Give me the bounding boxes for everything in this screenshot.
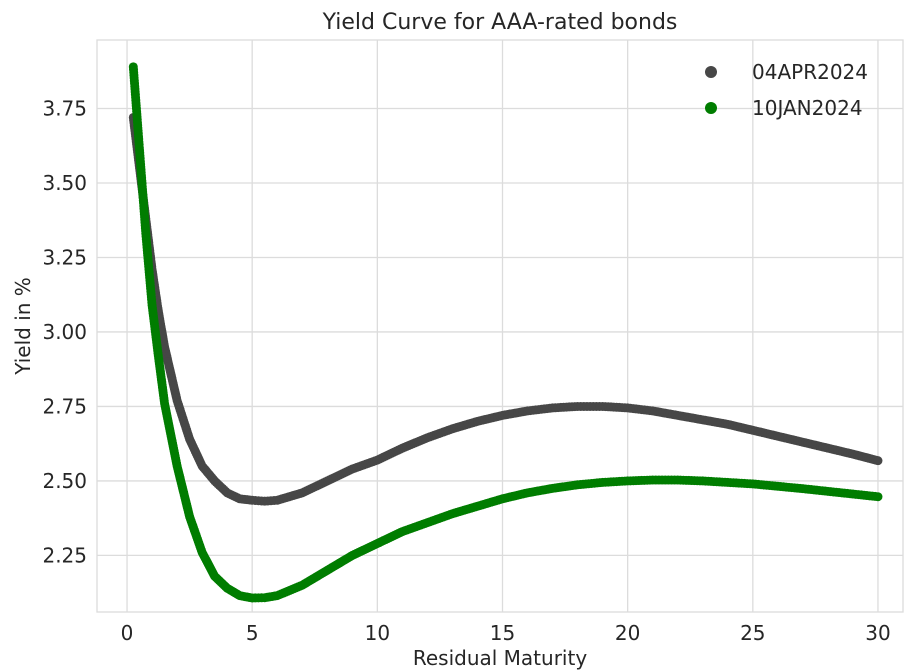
y-axis-label: Yield in % [11,277,35,376]
y-tick-label: 3.75 [42,97,87,121]
y-tick-label: 2.25 [42,543,87,567]
y-tick-label: 2.50 [42,469,87,493]
data-point [873,492,883,502]
tick-labels: 0 5 10 15 20 25 30 2.25 2.50 2.75 3.00 3.25 3.50 3.75 [42,97,890,645]
x-tick-label: 0 [121,621,134,645]
legend-label: 04APR2024 [752,60,868,84]
legend-marker [705,66,717,78]
series-04APR2024 [128,112,883,506]
x-tick-label: 10 [365,621,390,645]
x-axis-label: Residual Maturity [413,646,587,670]
x-tick-label: 5 [246,621,259,645]
x-tick-label: 30 [865,621,890,645]
y-tick-label: 3.50 [42,171,87,195]
grid [97,40,903,612]
series-layer [128,62,883,603]
legend-marker [705,102,717,114]
series-10JAN2024 [128,62,883,603]
y-tick-label: 3.00 [42,320,87,344]
data-point [873,456,883,466]
x-tick-label: 20 [615,621,640,645]
x-tick-label: 25 [740,621,765,645]
legend-label: 10JAN2024 [752,96,863,120]
chart-title: Yield Curve for AAA-rated bonds [322,10,678,35]
y-tick-label: 3.25 [42,245,87,269]
plot-frame [96,39,904,613]
y-tick-label: 2.75 [42,394,87,418]
legend: 04APR2024 10JAN2024 [705,60,868,120]
x-tick-label: 15 [490,621,515,645]
